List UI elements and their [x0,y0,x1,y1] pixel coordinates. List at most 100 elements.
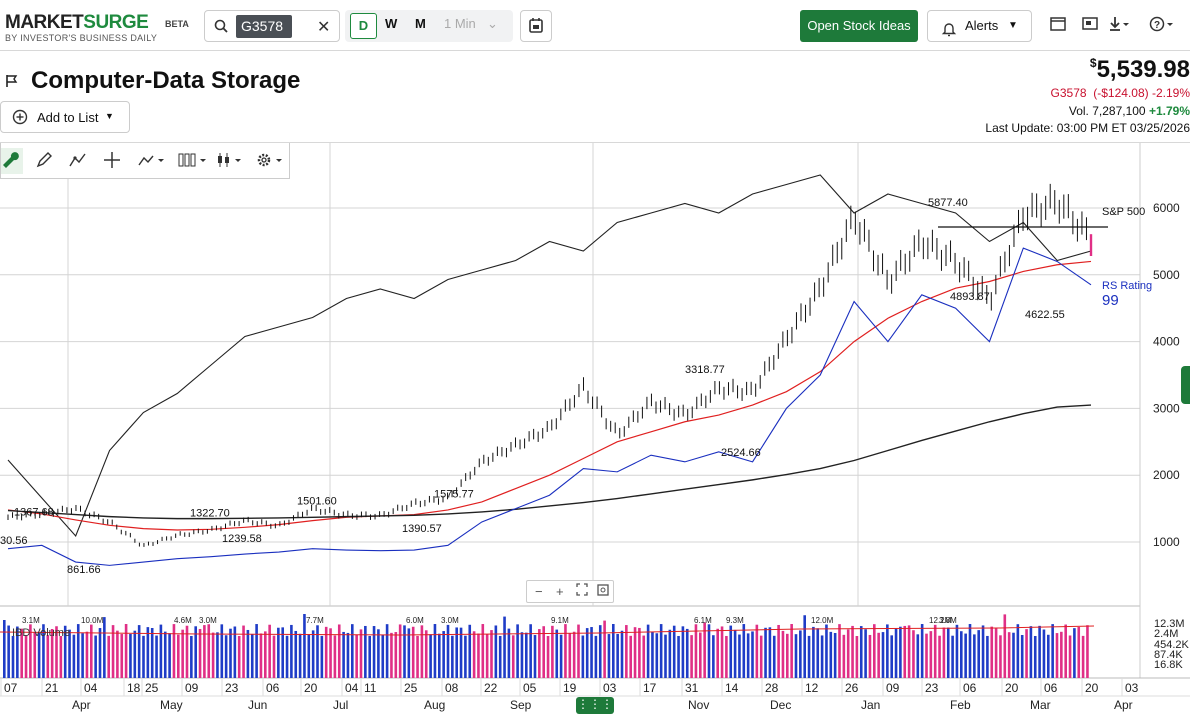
gear-icon[interactable] [256,152,284,173]
volume-peak-label: 7.7M [306,616,324,625]
wrench-icon[interactable] [1,148,23,174]
x-day-tick: 25 [404,681,418,695]
volume-bar [29,624,32,678]
reset-icon[interactable] [597,583,609,600]
zoom-out-button[interactable]: − [535,584,543,599]
fit-icon[interactable] [576,583,588,600]
volume-bar [590,627,593,678]
volume-bar [833,632,837,678]
open-stock-ideas-button[interactable]: Open Stock Ideas [800,10,918,42]
price-annotation: 1367.68 [14,506,54,518]
volume-bar [37,632,41,678]
volume-bar [925,633,928,678]
volume-bar [973,634,976,678]
volume-bar [355,634,358,678]
volume-bar [920,624,924,678]
volume-bar [159,624,163,678]
line-tool-icon[interactable] [69,152,87,173]
volume-bar [272,635,276,678]
alerts-button[interactable]: Alerts ▼ [927,10,1032,42]
volume-bar [1003,614,1007,678]
volume-bar [820,635,824,678]
bell-icon [941,18,957,48]
logo-surge: SURGE [83,12,149,33]
volume-bar [303,614,306,678]
volume-bar [250,634,254,678]
calendar-button[interactable] [520,10,552,42]
last-price: $5,539.98 [1090,56,1190,84]
period-daily[interactable]: D [350,13,377,39]
symbol-search[interactable]: G3578 ✕ [204,10,340,42]
volume-bar [124,624,128,678]
volume-bar [899,626,902,678]
volume-bar [960,631,963,678]
alerts-label: Alerts [965,18,999,33]
volume-bar [846,629,850,678]
x-day-tick: 19 [563,681,577,695]
volume-peak-label: 3.0M [199,616,217,625]
side-panel-handle[interactable] [1181,366,1190,404]
x-day-tick: 06 [1044,681,1058,695]
calendar-icon [521,18,551,45]
flag-icon[interactable] [5,74,19,93]
volume-bar [277,627,280,678]
volume-bar [146,627,150,678]
volume-bar [977,630,980,678]
volume-bar [259,633,263,678]
volume-bar [120,634,124,678]
compare-icon[interactable] [138,152,166,173]
volume-bar [50,629,54,678]
volume-bar [481,624,485,678]
volume-tick-label: 12.3M [1154,618,1185,630]
volume-bar [625,625,628,678]
y-tick-label: 4000 [1153,335,1180,349]
volume-bar [894,628,898,678]
volume-label: IBD Volume [12,627,70,639]
volume-ma-line [0,625,1095,636]
bottom-panel-handle[interactable]: ⋮⋮⋮ [576,697,614,714]
x-month-tick: Aug [424,698,445,712]
volume-bar [677,635,680,678]
volume-bar [207,624,211,678]
chevron-down-icon[interactable]: ⌄ [487,16,498,31]
screen-icon[interactable] [1082,16,1098,37]
y-tick-label: 3000 [1153,401,1180,415]
x-day-tick: 06 [266,681,280,695]
volume-bar [651,631,654,678]
x-month-tick: Mar [1030,698,1051,712]
x-day-tick: 25 [145,681,159,695]
volume-bar [873,624,876,678]
zoom-in-button[interactable]: + [556,584,564,599]
period-intraday[interactable]: 1 Min [444,16,476,31]
volume-bar [416,635,419,678]
volume-bar [1007,632,1011,678]
close-icon[interactable]: ✕ [317,19,331,36]
help-icon[interactable]: ? [1149,16,1175,37]
x-day-tick: 20 [1085,681,1099,695]
search-input[interactable]: G3578 [236,15,292,38]
add-to-list-button[interactable]: Add to List ▼ [0,101,130,133]
volume-bar [629,635,632,678]
logo[interactable]: MARKETSURGE BY INVESTOR'S BUSINESS DAILY… [5,12,189,43]
layout-icon[interactable] [1050,16,1066,37]
period-monthly[interactable]: M [415,16,426,31]
volume-bar [555,629,559,678]
volume-bar [968,624,972,678]
pencil-icon[interactable] [36,152,52,173]
volume-bar [751,631,754,678]
volume-bar [94,635,97,678]
candles-icon[interactable] [216,152,244,173]
volume-bar [1029,626,1033,678]
period-weekly[interactable]: W [385,16,398,31]
price-annotation: 1322.70 [190,507,230,519]
bars-icon[interactable] [178,152,208,173]
volume-bar [812,626,815,678]
volume-bar [529,624,532,678]
x-month-tick: Apr [1114,698,1133,712]
download-icon[interactable] [1108,16,1130,37]
x-day-tick: 22 [484,681,498,695]
volume-bar [938,635,941,678]
crosshair-icon[interactable] [103,152,121,173]
currency-symbol: $ [1089,56,1097,70]
